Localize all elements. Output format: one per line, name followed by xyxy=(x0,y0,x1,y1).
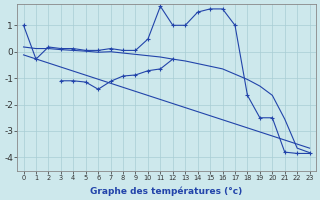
X-axis label: Graphe des températures (°c): Graphe des températures (°c) xyxy=(91,186,243,196)
